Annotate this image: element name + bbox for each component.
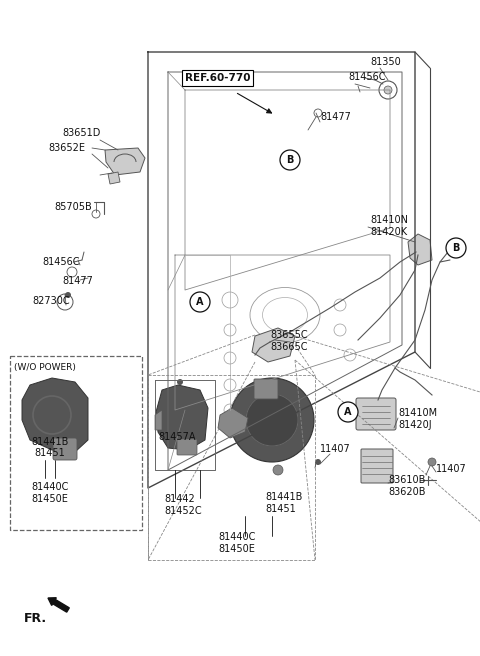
Text: 83651D: 83651D bbox=[62, 128, 100, 138]
Text: 82730C: 82730C bbox=[32, 296, 70, 306]
Text: 81450E: 81450E bbox=[218, 544, 255, 554]
Text: 81477: 81477 bbox=[62, 276, 93, 286]
Circle shape bbox=[190, 292, 210, 312]
Polygon shape bbox=[156, 385, 208, 450]
Text: 81456C: 81456C bbox=[42, 257, 80, 267]
Text: (W/O POWER): (W/O POWER) bbox=[14, 363, 76, 372]
Circle shape bbox=[246, 394, 298, 446]
Circle shape bbox=[428, 458, 436, 466]
Text: 81456C: 81456C bbox=[348, 72, 385, 82]
Text: B: B bbox=[452, 243, 460, 253]
Text: A: A bbox=[196, 297, 204, 307]
Polygon shape bbox=[408, 234, 432, 265]
Text: 83620B: 83620B bbox=[388, 487, 425, 497]
Text: 83655C: 83655C bbox=[270, 330, 308, 340]
Text: REF.60-770: REF.60-770 bbox=[185, 73, 251, 83]
Polygon shape bbox=[105, 148, 145, 175]
FancyBboxPatch shape bbox=[53, 438, 77, 460]
Text: 81440C: 81440C bbox=[31, 482, 69, 492]
Text: A: A bbox=[344, 407, 352, 417]
Polygon shape bbox=[22, 378, 88, 452]
Polygon shape bbox=[218, 408, 248, 438]
Polygon shape bbox=[252, 328, 295, 362]
FancyBboxPatch shape bbox=[361, 449, 393, 483]
FancyBboxPatch shape bbox=[254, 379, 278, 399]
Text: 81410N: 81410N bbox=[370, 215, 408, 225]
Text: 83652E: 83652E bbox=[48, 143, 85, 153]
Circle shape bbox=[273, 465, 283, 475]
Circle shape bbox=[338, 402, 358, 422]
Circle shape bbox=[65, 292, 71, 298]
Text: B: B bbox=[286, 155, 294, 165]
Text: 81451: 81451 bbox=[265, 504, 296, 514]
Text: 81452C: 81452C bbox=[164, 506, 202, 516]
Polygon shape bbox=[108, 172, 120, 184]
Circle shape bbox=[280, 150, 300, 170]
Text: FR.: FR. bbox=[24, 611, 47, 625]
Text: 85705B: 85705B bbox=[54, 202, 92, 212]
FancyBboxPatch shape bbox=[10, 356, 142, 530]
Text: 81442: 81442 bbox=[164, 494, 195, 504]
Text: 81350: 81350 bbox=[370, 57, 401, 67]
Text: 81441B: 81441B bbox=[31, 437, 69, 447]
Circle shape bbox=[315, 459, 321, 465]
Text: 81410M: 81410M bbox=[398, 408, 437, 418]
Text: 81420J: 81420J bbox=[398, 420, 432, 430]
Circle shape bbox=[446, 238, 466, 258]
Text: 81441B: 81441B bbox=[265, 492, 302, 502]
Circle shape bbox=[230, 378, 314, 462]
Text: 81477: 81477 bbox=[320, 112, 351, 122]
Text: 83665C: 83665C bbox=[270, 342, 308, 352]
Polygon shape bbox=[155, 410, 162, 430]
Text: 81420K: 81420K bbox=[370, 227, 407, 237]
Text: 81450E: 81450E bbox=[32, 494, 69, 504]
FancyArrow shape bbox=[48, 598, 69, 612]
Text: 11407: 11407 bbox=[320, 444, 351, 454]
Circle shape bbox=[177, 379, 183, 385]
FancyBboxPatch shape bbox=[356, 398, 396, 430]
Text: 83610B: 83610B bbox=[388, 475, 425, 485]
Text: 81451: 81451 bbox=[35, 448, 65, 458]
Text: 11407: 11407 bbox=[436, 464, 467, 474]
FancyBboxPatch shape bbox=[177, 439, 197, 455]
Circle shape bbox=[384, 86, 392, 94]
Text: 81457A: 81457A bbox=[158, 432, 195, 442]
Text: 81440C: 81440C bbox=[218, 532, 255, 542]
